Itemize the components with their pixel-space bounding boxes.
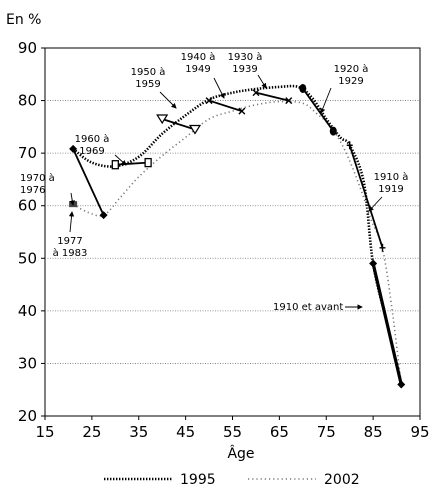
cohort-marker-1995-3 [205,97,213,105]
cohort-marker-1995-0 [69,144,78,153]
cohort-marker-2002-6 [379,243,386,252]
x-tick-label-95: 95 [410,423,429,441]
plot-frame [44,47,421,417]
annotation-label-1: 1977 à 1983 [53,236,88,259]
annotation-line: 1960 à [75,133,110,145]
cohort-marker-2002-5 [329,126,337,136]
annotation-arrow-2 [114,154,127,166]
series-line-1995 [72,84,403,385]
annotation-line: 1939 [232,64,257,75]
annotation-arrow-6 [320,87,332,114]
axis-ticks: 15 25 35 45 55 65 75 85 95 20 30 40 50 60 70 80 90 [18,39,430,441]
series-line-2002 [72,100,403,385]
annotation-line: 1959 [135,79,160,90]
cohort-marker-1995-6 [346,141,353,150]
annotation-arrow-1 [68,211,75,233]
annotation-line: 1929 [338,76,363,87]
series-lines [72,84,403,385]
annotations: 1970 à 1976 1977 à 1983 1960 à 1969 1950 à 1959… [20,51,408,313]
cohort-marker-2002-7 [397,380,406,389]
cohort-segment-4 [255,91,289,102]
annotation-label-5: 1930 à 1939 [228,51,263,75]
y-tick-label-20: 20 [18,407,37,425]
annotation-label-2: 1960 à 1969 [75,133,110,157]
x-tick-label-15: 15 [35,423,54,441]
cohort-marker-1995-5 [299,83,307,93]
annotation-line: 1949 [185,64,210,75]
annotation-line: 1910 et avant [273,302,343,313]
x-tick-label-85: 85 [364,423,383,441]
legend-label-2002: 2002 [324,472,360,488]
y-tick-label-70: 70 [18,144,37,162]
x-tick-label-75: 75 [317,423,336,441]
cohort-marker-1995-4 [252,89,260,97]
cohort-marker-2002-2 [188,124,202,135]
y-tick-label-40: 40 [18,302,37,320]
annotation-line: 1976 [20,185,45,196]
annotation-line: 1969 [79,146,104,157]
cohort-marker-1995-2 [156,114,169,125]
annotation-arrow-7 [368,196,383,212]
y-tick-label-80: 80 [18,92,37,110]
y-tick-label-60: 60 [18,197,37,215]
x-tick-label-35: 35 [129,423,148,441]
annotation-label-0: 1970 à 1976 [20,172,55,196]
cohort-segment-2 [161,118,196,131]
x-tick-label-55: 55 [223,423,242,441]
cohort-marker-1995-1 [111,160,119,170]
cohort-segments [69,83,406,389]
annotation-arrow-0 [69,192,75,206]
annotation-line: 1977 [57,236,82,247]
x-tick-label-65: 65 [270,423,289,441]
cohort-segment-7 [371,263,403,385]
annotation-arrow-3 [159,91,177,109]
x-axis-label: Âge [227,444,254,462]
annotation-label-4: 1940 à 1949 [181,51,216,75]
y-tick-label-30: 30 [18,354,37,372]
annotation-line: 1940 à [181,51,216,63]
legend: 1995 2002 [104,472,360,488]
gridlines [45,100,420,364]
legend-label-1995: 1995 [180,472,216,488]
annotation-line: 1919 [378,184,403,195]
annotation-line: 1930 à [228,51,263,63]
y-unit-label: En % [6,12,41,28]
annotation-line: 1950 à [131,66,166,78]
annotation-label-8: 1910 et avant [273,302,343,313]
annotation-label-6: 1920 à 1929 [334,63,369,87]
cohort-marker-2002-0 [99,211,108,220]
cohort-marker-1995-7 [369,259,378,268]
annotation-label-7: 1910 à 1919 [374,171,409,195]
annotation-line: 1920 à [334,63,369,75]
cohort-segment-3 [208,99,243,112]
cohort-segment-1 [115,161,149,166]
x-tick-label-25: 25 [82,423,101,441]
y-tick-label-50: 50 [18,249,37,267]
cohort-marker-2002-4 [285,97,293,105]
annotation-arrow-4 [213,77,225,99]
annotation-arrow-5 [257,74,267,89]
cohort-marker-2002-1 [144,157,152,168]
cohort-segment-0 [72,148,105,216]
cohort-segment-5 [302,87,335,132]
y-tick-label-90: 90 [18,39,37,57]
annotation-line: à 1983 [53,247,88,259]
annotation-label-3: 1950 à 1959 [131,66,166,90]
cohort-marker-2002-3 [238,107,246,115]
cohort-segment-6 [348,144,384,249]
annotation-line: 1970 à [20,172,55,184]
annotation-line: 1910 à [374,171,409,183]
x-tick-label-45: 45 [176,423,195,441]
